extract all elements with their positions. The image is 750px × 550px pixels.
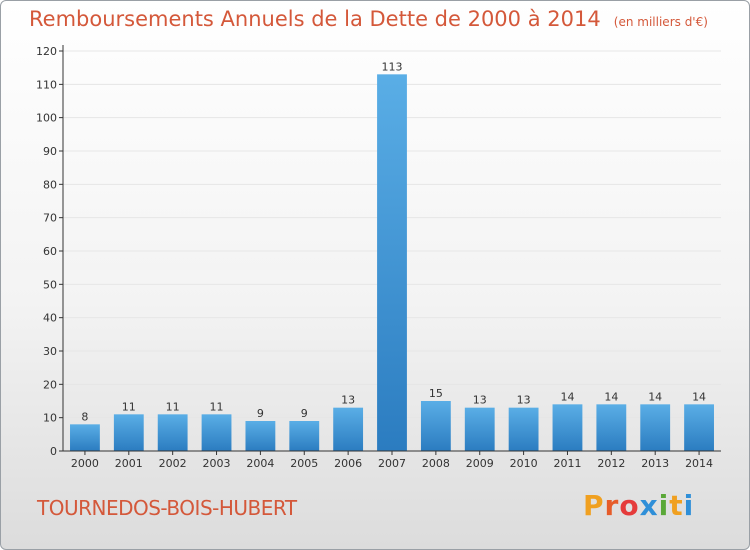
data-label-2000: 8: [81, 410, 88, 423]
data-label-2011: 14: [560, 390, 574, 403]
x-tick-label: 2011: [553, 457, 581, 470]
bar-2005: [289, 421, 320, 451]
logo-letter: i: [658, 489, 670, 522]
data-label-2014: 14: [692, 390, 706, 403]
y-tick-label: 50: [43, 278, 57, 291]
x-tick-label: 2007: [378, 457, 406, 470]
logo-letter: t: [669, 489, 684, 522]
bar-2006: [333, 407, 364, 451]
data-label-2007: 113: [382, 60, 403, 73]
bar-2011: [552, 404, 583, 451]
bar-2007: [377, 74, 407, 451]
data-labels: 8 11 11 11 9 9 13 113 15 13 13 14 14 14 14: [81, 60, 706, 423]
bar-2000: [70, 424, 100, 451]
y-tick-label: 90: [43, 145, 57, 158]
chart-unit-note: (en milliers d'€): [613, 15, 708, 29]
data-label-2002: 11: [166, 400, 180, 413]
bar-2008: [420, 401, 451, 451]
x-tick-label: 2014: [685, 457, 713, 470]
x-tick-label: 2003: [203, 457, 231, 470]
data-label-2012: 14: [604, 390, 618, 403]
bar-2012: [596, 404, 627, 451]
bar-2013: [640, 404, 671, 451]
y-tick-label: 10: [43, 412, 57, 425]
y-tick-label: 110: [36, 78, 57, 91]
bar-2014: [684, 404, 714, 451]
x-tick-label: 2009: [466, 457, 494, 470]
data-label-2004: 9: [257, 407, 264, 420]
x-tick-label: 2005: [290, 457, 318, 470]
y-tick-label: 120: [36, 45, 57, 58]
data-label-2003: 11: [210, 400, 224, 413]
x-tick-label: 2002: [159, 457, 187, 470]
y-tick-label: 100: [36, 112, 57, 125]
x-tick-label: 2013: [641, 457, 669, 470]
proxiti-logo[interactable]: Proxiti: [583, 489, 694, 522]
data-label-2010: 13: [517, 394, 531, 407]
x-tick-label: 2004: [246, 457, 274, 470]
data-label-2006: 13: [341, 394, 355, 407]
y-tick-label: 70: [43, 212, 57, 225]
y-tick-label: 30: [43, 345, 57, 358]
logo-letter: i: [683, 489, 695, 522]
logo-letter: x: [639, 489, 659, 522]
bar-2010: [508, 407, 539, 451]
x-tick-label: 2008: [422, 457, 450, 470]
logo-letter: P: [583, 489, 605, 522]
data-label-2013: 14: [648, 390, 662, 403]
title-row: Remboursements Annuels de la Dette de 20…: [29, 7, 708, 31]
x-tick-label: 2001: [115, 457, 143, 470]
x-tick-label: 2012: [597, 457, 625, 470]
axes: 0 10 20 30 40 50 60 70 80 90 100 110 120 2000 2001 2002…: [36, 45, 721, 470]
bar-2009: [464, 407, 495, 451]
data-label-2001: 11: [122, 400, 136, 413]
y-tick-label: 0: [50, 445, 57, 458]
x-tick-label: 2006: [334, 457, 362, 470]
bar-2004: [245, 421, 276, 451]
x-tick-label: 2010: [510, 457, 538, 470]
bar-2001: [113, 414, 144, 451]
data-label-2008: 15: [429, 387, 443, 400]
y-tick-label: 40: [43, 312, 57, 325]
bar-2002: [157, 414, 188, 451]
bars: [70, 74, 714, 451]
data-label-2009: 13: [473, 394, 487, 407]
data-label-2005: 9: [301, 407, 308, 420]
logo-letter: o: [619, 489, 640, 522]
y-tick-label: 20: [43, 378, 57, 391]
x-tick-label: 2000: [71, 457, 99, 470]
chart-title: Remboursements Annuels de la Dette de 20…: [29, 7, 601, 31]
logo-letter: r: [604, 489, 620, 522]
y-tick-label: 80: [43, 178, 57, 191]
commune-name: TOURNEDOS-BOIS-HUBERT: [37, 496, 297, 520]
bar-2003: [201, 414, 232, 451]
y-tick-label: 60: [43, 245, 57, 258]
